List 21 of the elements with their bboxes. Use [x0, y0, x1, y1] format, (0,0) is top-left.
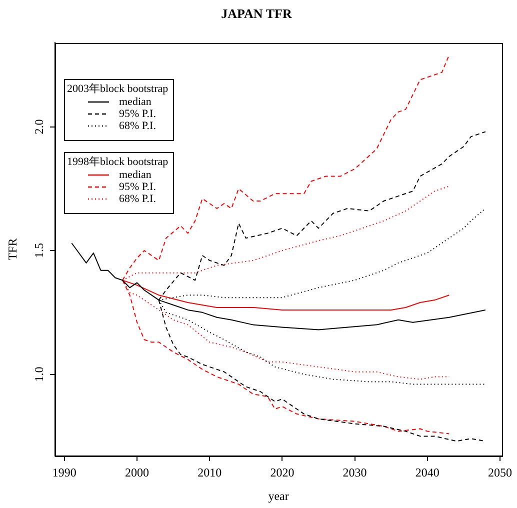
y-axis-title: TFR [5, 238, 20, 260]
legend-label: median [119, 96, 152, 108]
annotation: 2003年block bootstrap [67, 82, 169, 95]
x-tick-label: 2000 [125, 465, 150, 480]
x-tick-label: 2030 [342, 465, 367, 480]
chart-title: JAPAN TFR [221, 6, 292, 22]
legend-label: 95% P.I. [119, 180, 156, 193]
x-axis-title: year [268, 488, 289, 503]
x-tick-label: 2040 [415, 465, 440, 480]
y-tick-label: 1.5 [32, 243, 46, 258]
y-tick-label: 2.0 [32, 119, 46, 134]
annotation: 1998年block bootstrap [67, 156, 169, 168]
x-tick-label: 1990 [52, 465, 76, 480]
x-tick-label: 2050 [488, 465, 512, 480]
legend-label: median [119, 168, 152, 181]
x-tick-label: 2020 [270, 465, 294, 480]
legend-label: 68% P.I. [119, 192, 156, 205]
y-tick-label: 1.0 [32, 366, 46, 382]
x-tick-label: 2010 [198, 465, 222, 480]
legend-label: 95% P.I. [119, 108, 156, 120]
legend-label: 68% P.I. [119, 120, 156, 132]
